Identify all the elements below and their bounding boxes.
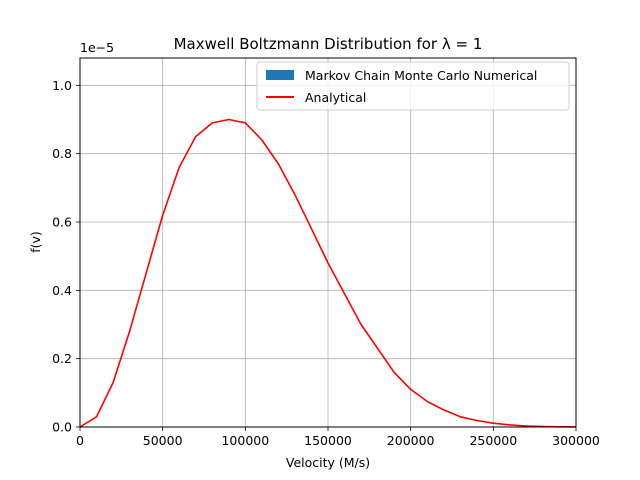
analytical-curve (79, 118, 577, 428)
legend-label-analytical: Analytical (305, 90, 366, 105)
y-axis-label: f(v) (28, 231, 43, 253)
legend-box (256, 61, 570, 111)
y-tick-label: 0.2 (52, 351, 72, 366)
plot-series (79, 118, 577, 428)
x-tick-label: 100000 (221, 433, 269, 448)
legend-swatch-histogram (266, 70, 294, 80)
y-tick-label: 0.8 (52, 146, 72, 161)
ticks: 0 50000 100000 150000 200000 250000 300000 0.0 0… (52, 78, 600, 448)
x-tick-label: 250000 (469, 433, 517, 448)
legend: Markov Chain Monte Carlo Numerical Analy… (256, 61, 570, 111)
x-tick-label: 300000 (552, 433, 600, 448)
y-tick-label: 1.0 (52, 78, 72, 93)
x-tick-label: 50000 (143, 433, 183, 448)
y-tick-label: 0.6 (52, 215, 72, 230)
chart-title: Maxwell Boltzmann Distribution for λ = 1 (174, 35, 483, 53)
x-axis-label: Velocity (M/s) (286, 455, 370, 470)
x-tick-label: 0 (76, 433, 84, 448)
y-offset-label: 1e−5 (80, 40, 114, 55)
legend-label-histogram: Markov Chain Monte Carlo Numerical (305, 68, 537, 83)
y-tick-label: 0.4 (52, 283, 72, 298)
y-tick-label: 0.0 (52, 420, 72, 435)
x-tick-label: 200000 (387, 433, 435, 448)
x-tick-label: 150000 (304, 433, 352, 448)
